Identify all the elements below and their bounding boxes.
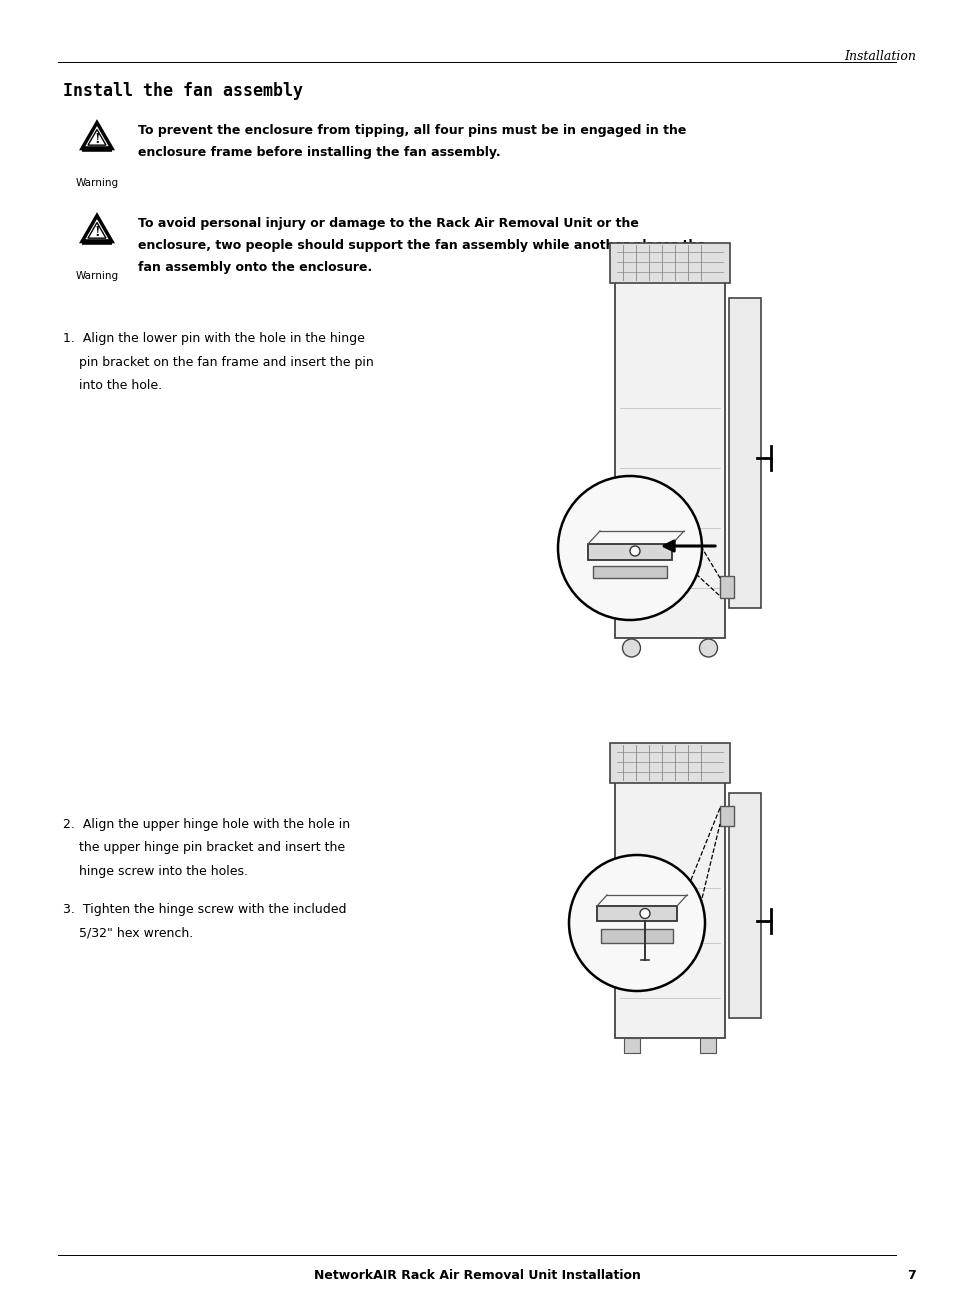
Text: hinge screw into the holes.: hinge screw into the holes. [63, 865, 248, 878]
Text: enclosure frame before installing the fan assembly.: enclosure frame before installing the fa… [138, 146, 500, 159]
Text: 2.  Align the upper hinge hole with the hole in: 2. Align the upper hinge hole with the h… [63, 818, 350, 831]
Text: the upper hinge pin bracket and insert the: the upper hinge pin bracket and insert t… [63, 842, 345, 855]
FancyBboxPatch shape [597, 906, 677, 920]
FancyBboxPatch shape [609, 243, 729, 284]
Polygon shape [82, 215, 112, 242]
Circle shape [629, 546, 639, 555]
FancyBboxPatch shape [587, 544, 671, 561]
Circle shape [622, 639, 639, 656]
FancyBboxPatch shape [615, 779, 724, 1039]
Text: Warning: Warning [75, 179, 118, 188]
FancyBboxPatch shape [600, 930, 672, 943]
Text: Installation: Installation [843, 50, 915, 63]
Circle shape [639, 909, 649, 919]
Text: fan assembly onto the enclosure.: fan assembly onto the enclosure. [138, 261, 372, 274]
Polygon shape [88, 223, 106, 238]
FancyBboxPatch shape [623, 1039, 639, 1053]
Text: 7: 7 [906, 1268, 915, 1281]
Text: Warning: Warning [75, 270, 118, 281]
Text: 1.  Align the lower pin with the hole in the hinge: 1. Align the lower pin with the hole in … [63, 332, 364, 345]
Circle shape [568, 855, 704, 991]
Text: Install the fan assembly: Install the fan assembly [63, 81, 303, 100]
Text: enclosure, two people should support the fan assembly while another places the: enclosure, two people should support the… [138, 239, 705, 252]
FancyBboxPatch shape [720, 576, 733, 597]
Circle shape [699, 639, 717, 656]
FancyBboxPatch shape [615, 278, 724, 638]
Text: 3.  Tighten the hinge screw with the included: 3. Tighten the hinge screw with the incl… [63, 903, 346, 916]
Text: !: ! [94, 133, 100, 146]
Text: 5/32" hex wrench.: 5/32" hex wrench. [63, 927, 193, 940]
Polygon shape [82, 122, 112, 148]
Text: To avoid personal injury or damage to the Rack Air Removal Unit or the: To avoid personal injury or damage to th… [138, 217, 639, 230]
Text: pin bracket on the fan frame and insert the pin: pin bracket on the fan frame and insert … [63, 356, 374, 369]
FancyBboxPatch shape [728, 793, 760, 1018]
Text: !: ! [94, 226, 100, 239]
FancyBboxPatch shape [720, 806, 733, 826]
Text: into the hole.: into the hole. [63, 379, 162, 393]
Circle shape [558, 477, 701, 620]
FancyBboxPatch shape [728, 298, 760, 608]
Polygon shape [88, 130, 106, 146]
Text: NetworkAIR Rack Air Removal Unit Installation: NetworkAIR Rack Air Removal Unit Install… [314, 1268, 639, 1281]
FancyBboxPatch shape [593, 566, 666, 578]
FancyBboxPatch shape [609, 743, 729, 783]
Text: To prevent the enclosure from tipping, all four pins must be in engaged in the: To prevent the enclosure from tipping, a… [138, 123, 685, 137]
FancyBboxPatch shape [700, 1039, 716, 1053]
